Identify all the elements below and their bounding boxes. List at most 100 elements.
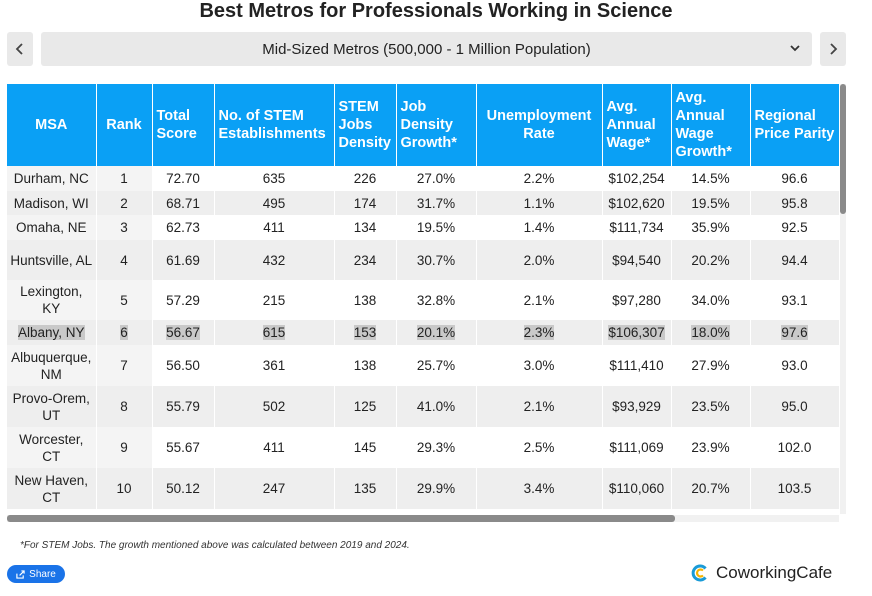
cell-value: 20.2%: [691, 252, 730, 268]
horizontal-scrollbar[interactable]: [7, 515, 839, 522]
table-cell: 502: [214, 386, 335, 427]
cell-value: 153: [353, 325, 377, 340]
population-select[interactable]: Mid-Sized Metros (500,000 - 1 Million Po…: [41, 32, 812, 66]
next-button[interactable]: [820, 32, 846, 66]
table-cell: $111,734: [602, 215, 672, 240]
table-cell: 31.7%: [396, 191, 477, 215]
table-cell: 2: [96, 191, 153, 215]
cell-value: 2.2%: [523, 171, 555, 186]
table-cell: 4: [96, 240, 153, 280]
table-cell: 61.69: [152, 240, 215, 280]
table-cell: 361: [214, 345, 335, 386]
column-header[interactable]: Avg. Annual Wage*: [602, 84, 672, 166]
vertical-scrollbar-thumb[interactable]: [840, 84, 846, 214]
column-header[interactable]: Regional Price Parity: [750, 84, 839, 166]
table-cell: 10: [96, 468, 153, 509]
column-header[interactable]: STEM Jobs Density: [334, 84, 397, 166]
brand-logo[interactable]: CoworkingCafe: [690, 563, 832, 583]
share-icon: [16, 569, 25, 579]
data-table-container[interactable]: MSA Rank Total Score No. of STEM Establishm…: [7, 84, 839, 514]
cell-value: 29.3%: [416, 440, 456, 455]
table-body: Durham, NC 1 72.70 635 226 27.0% 2.2% $102,254 1…: [7, 166, 839, 509]
msa-cell: Huntsville, AL: [7, 240, 97, 280]
cell-value: 56.67: [166, 325, 200, 340]
cell-value: 125: [353, 399, 377, 414]
table-cell: 23.9%: [671, 427, 751, 468]
table-cell: 2.1%: [476, 280, 603, 320]
cell-value: 134: [353, 220, 377, 235]
cell-value: 56.50: [166, 358, 200, 373]
chevron-right-icon: [830, 43, 838, 55]
cell-value: 57.29: [166, 292, 200, 308]
cell-value: 92.5: [781, 220, 808, 235]
column-header[interactable]: MSA: [7, 84, 97, 166]
table-cell: $106,307: [602, 320, 672, 345]
table-row[interactable]: Madison, WI 2 68.71 495 174 31.7% 1.1% $102,620…: [7, 191, 839, 215]
column-header[interactable]: No. of STEM Establishments: [214, 84, 335, 166]
table-row[interactable]: Lexington, KY 5 57.29 215 138 32.8% 2.1% $97,28…: [7, 280, 839, 320]
cell-value: Albuquerque, NM: [11, 349, 92, 382]
column-header[interactable]: Unemployment Rate: [476, 84, 603, 166]
table-cell: 153: [334, 320, 397, 345]
cell-value: 62.73: [166, 220, 200, 235]
column-header[interactable]: Avg. Annual Wage Growth*: [671, 84, 751, 166]
cell-value: $111,069: [609, 440, 664, 455]
cell-value: 226: [353, 171, 377, 186]
table-row[interactable]: Albany, NY 6 56.67 615 153 20.1% 2.3% $106,307 1…: [7, 320, 839, 345]
table-cell: 2.0%: [476, 240, 603, 280]
cell-value: 502: [262, 399, 286, 414]
table-row[interactable]: Provo-Orem, UT 8 55.79 502 125 41.0% 2.1% $93,9…: [7, 386, 839, 427]
share-button[interactable]: Share: [7, 565, 65, 583]
table-cell: 432: [214, 240, 335, 280]
cell-value: $111,410: [609, 358, 664, 373]
cell-value: 135: [353, 481, 377, 496]
previous-button[interactable]: [7, 32, 33, 66]
cell-value: 19.5%: [691, 195, 730, 211]
table-cell: 9: [96, 427, 153, 468]
cell-value: 32.8%: [416, 292, 456, 308]
table-cell: 50.12: [152, 468, 215, 509]
table-row[interactable]: Durham, NC 1 72.70 635 226 27.0% 2.2% $102,254 1…: [7, 166, 839, 191]
column-header[interactable]: Job Density Growth*: [396, 84, 477, 166]
table-cell: 215: [214, 280, 335, 320]
cell-value: 411: [263, 220, 285, 235]
table-cell: 1.1%: [476, 191, 603, 215]
table-cell: 30.7%: [396, 240, 477, 280]
table-cell: $94,540: [602, 240, 672, 280]
msa-cell: Albany, NY: [7, 320, 97, 345]
table-cell: 234: [334, 240, 397, 280]
vertical-scrollbar[interactable]: [840, 84, 846, 514]
msa-cell: Worcester, CT: [7, 427, 97, 468]
horizontal-scrollbar-thumb[interactable]: [7, 515, 675, 522]
cell-value: 3: [120, 220, 128, 235]
table-cell: 615: [214, 320, 335, 345]
cell-value: 68.71: [166, 195, 200, 211]
table-row[interactable]: Worcester, CT 9 55.67 411 145 29.3% 2.5% $111,0…: [7, 427, 839, 468]
column-header[interactable]: Total Score: [152, 84, 215, 166]
table-row[interactable]: Omaha, NE 3 62.73 411 134 19.5% 1.4% $111,734 35…: [7, 215, 839, 240]
cell-value: 27.0%: [416, 171, 456, 186]
table-cell: 411: [214, 427, 335, 468]
cell-value: 30.7%: [416, 252, 456, 268]
cell-value: Worcester, CT: [19, 431, 84, 464]
msa-cell: Albuquerque, NM: [7, 345, 97, 386]
table-cell: 93.1: [750, 280, 839, 320]
table-cell: 226: [334, 166, 397, 191]
table-cell: 95.8: [750, 191, 839, 215]
cell-value: 72.70: [166, 171, 200, 186]
cell-value: 4: [120, 252, 128, 268]
cell-value: 41.0%: [416, 399, 456, 414]
cell-value: 27.9%: [691, 358, 730, 373]
msa-cell: New Haven, CT: [7, 468, 97, 509]
table-cell: 34.0%: [671, 280, 751, 320]
chevron-down-icon: [790, 45, 800, 52]
table-row[interactable]: Albuquerque, NM 7 56.50 361 138 25.7% 3.0% $111…: [7, 345, 839, 386]
table-cell: 97.6: [750, 320, 839, 345]
table-cell: 247: [214, 468, 335, 509]
table-row[interactable]: Huntsville, AL 4 61.69 432 234 30.7% 2.0% $94,5…: [7, 240, 839, 280]
cell-value: 8: [120, 399, 128, 414]
table-cell: 411: [214, 215, 335, 240]
cell-value: Lexington, KY: [20, 284, 83, 316]
column-header[interactable]: Rank: [96, 84, 153, 166]
table-row[interactable]: New Haven, CT 10 50.12 247 135 29.9% 3.4% $110,…: [7, 468, 839, 509]
